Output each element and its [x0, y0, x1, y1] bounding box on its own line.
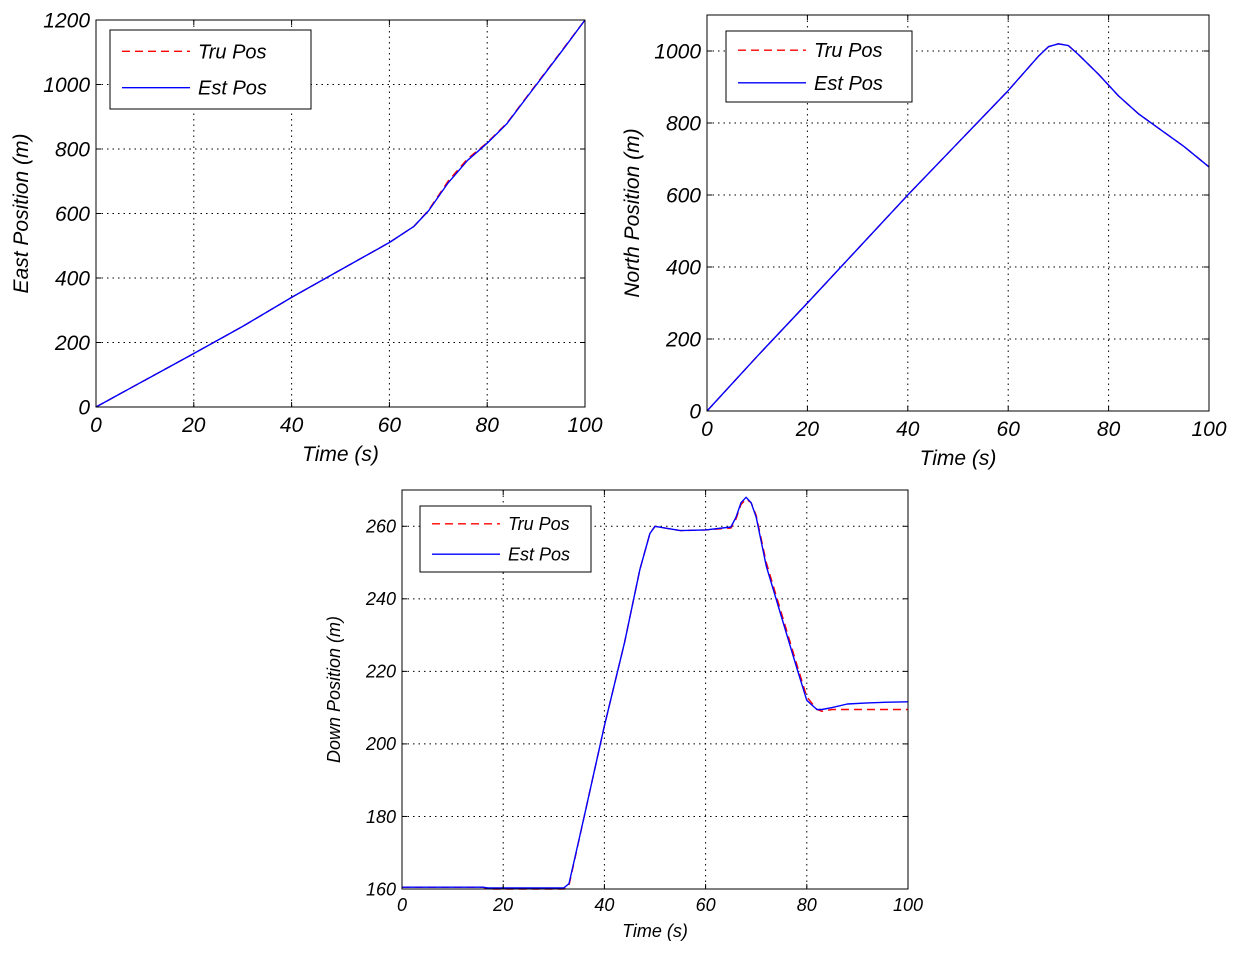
x-tick-label: 100	[567, 414, 602, 437]
y-tick-label: 1000	[654, 40, 701, 63]
y-axis-label: Down Position (m)	[324, 616, 344, 763]
legend-label-est-pos: Est Pos	[508, 544, 570, 564]
legend-label-tru-pos: Tru Pos	[508, 514, 570, 534]
legend: Tru Pos Est Pos	[419, 505, 592, 573]
x-axis-label: Time (s)	[302, 443, 379, 466]
y-tick-label: 600	[666, 184, 701, 207]
x-tick-label: 0	[397, 895, 407, 915]
x-tick-label: 100	[893, 895, 923, 915]
x-axis-label: Time (s)	[920, 447, 997, 470]
legend-box	[725, 30, 913, 103]
y-tick-label: 400	[55, 267, 90, 290]
y-tick-label: 1200	[43, 9, 90, 32]
y-tick-label: 260	[365, 517, 396, 537]
x-tick-label: 40	[594, 895, 614, 915]
x-tick-label: 100	[1191, 418, 1226, 441]
y-tick-label: 180	[366, 807, 396, 827]
y-tick-label: 200	[365, 734, 396, 754]
series-line-est-pos	[95, 19, 586, 408]
x-tick-label: 60	[696, 895, 716, 915]
legend: Tru Pos Est Pos	[725, 30, 913, 103]
y-tick-label: 800	[55, 138, 90, 161]
legend-box	[419, 505, 592, 573]
y-tick-label: 800	[666, 112, 701, 135]
x-tick-label: 0	[701, 418, 713, 441]
y-axis-label: North Position (m)	[621, 128, 644, 297]
y-tick-label: 1000	[43, 74, 90, 97]
y-tick-label: 220	[365, 662, 396, 682]
x-tick-label: 20	[795, 418, 820, 441]
x-tick-label: 60	[997, 418, 1021, 441]
y-tick-label: 0	[78, 396, 90, 419]
legend-label-tru-pos: Tru Pos	[814, 40, 883, 62]
y-tick-label: 200	[665, 328, 701, 351]
series-line-est-pos	[402, 496, 909, 889]
y-tick-label: 200	[54, 332, 90, 355]
legend-box	[109, 29, 312, 110]
series-line-est-pos	[706, 43, 1210, 412]
down-position-chart: 0 20 40 60 80 100 160 180 200 220 240 260 Time (s) Do…	[324, 489, 923, 941]
y-tick-label: 0	[689, 400, 701, 423]
y-tick-label: 160	[366, 879, 396, 899]
y-tick-label: 400	[666, 256, 701, 279]
x-tick-label: 0	[90, 414, 102, 437]
x-tick-label: 40	[896, 418, 920, 441]
axes-box	[706, 14, 1210, 412]
x-tick-label: 20	[181, 414, 206, 437]
axes-box	[401, 489, 909, 890]
legend-label-est-pos: Est Pos	[198, 78, 267, 100]
x-tick-label: 20	[492, 895, 513, 915]
x-tick-label: 60	[378, 414, 402, 437]
legend-label-est-pos: Est Pos	[814, 73, 883, 95]
y-tick-label: 600	[55, 203, 90, 226]
legend: Tru Pos Est Pos	[109, 29, 312, 110]
x-axis-label: Time (s)	[622, 921, 688, 941]
x-tick-label: 40	[280, 414, 304, 437]
legend-label-tru-pos: Tru Pos	[198, 41, 267, 63]
y-tick-label: 240	[365, 589, 396, 609]
x-tick-label: 80	[476, 414, 500, 437]
x-tick-label: 80	[1097, 418, 1121, 441]
y-axis-label: East Position (m)	[10, 134, 33, 294]
x-tick-label: 80	[797, 895, 817, 915]
